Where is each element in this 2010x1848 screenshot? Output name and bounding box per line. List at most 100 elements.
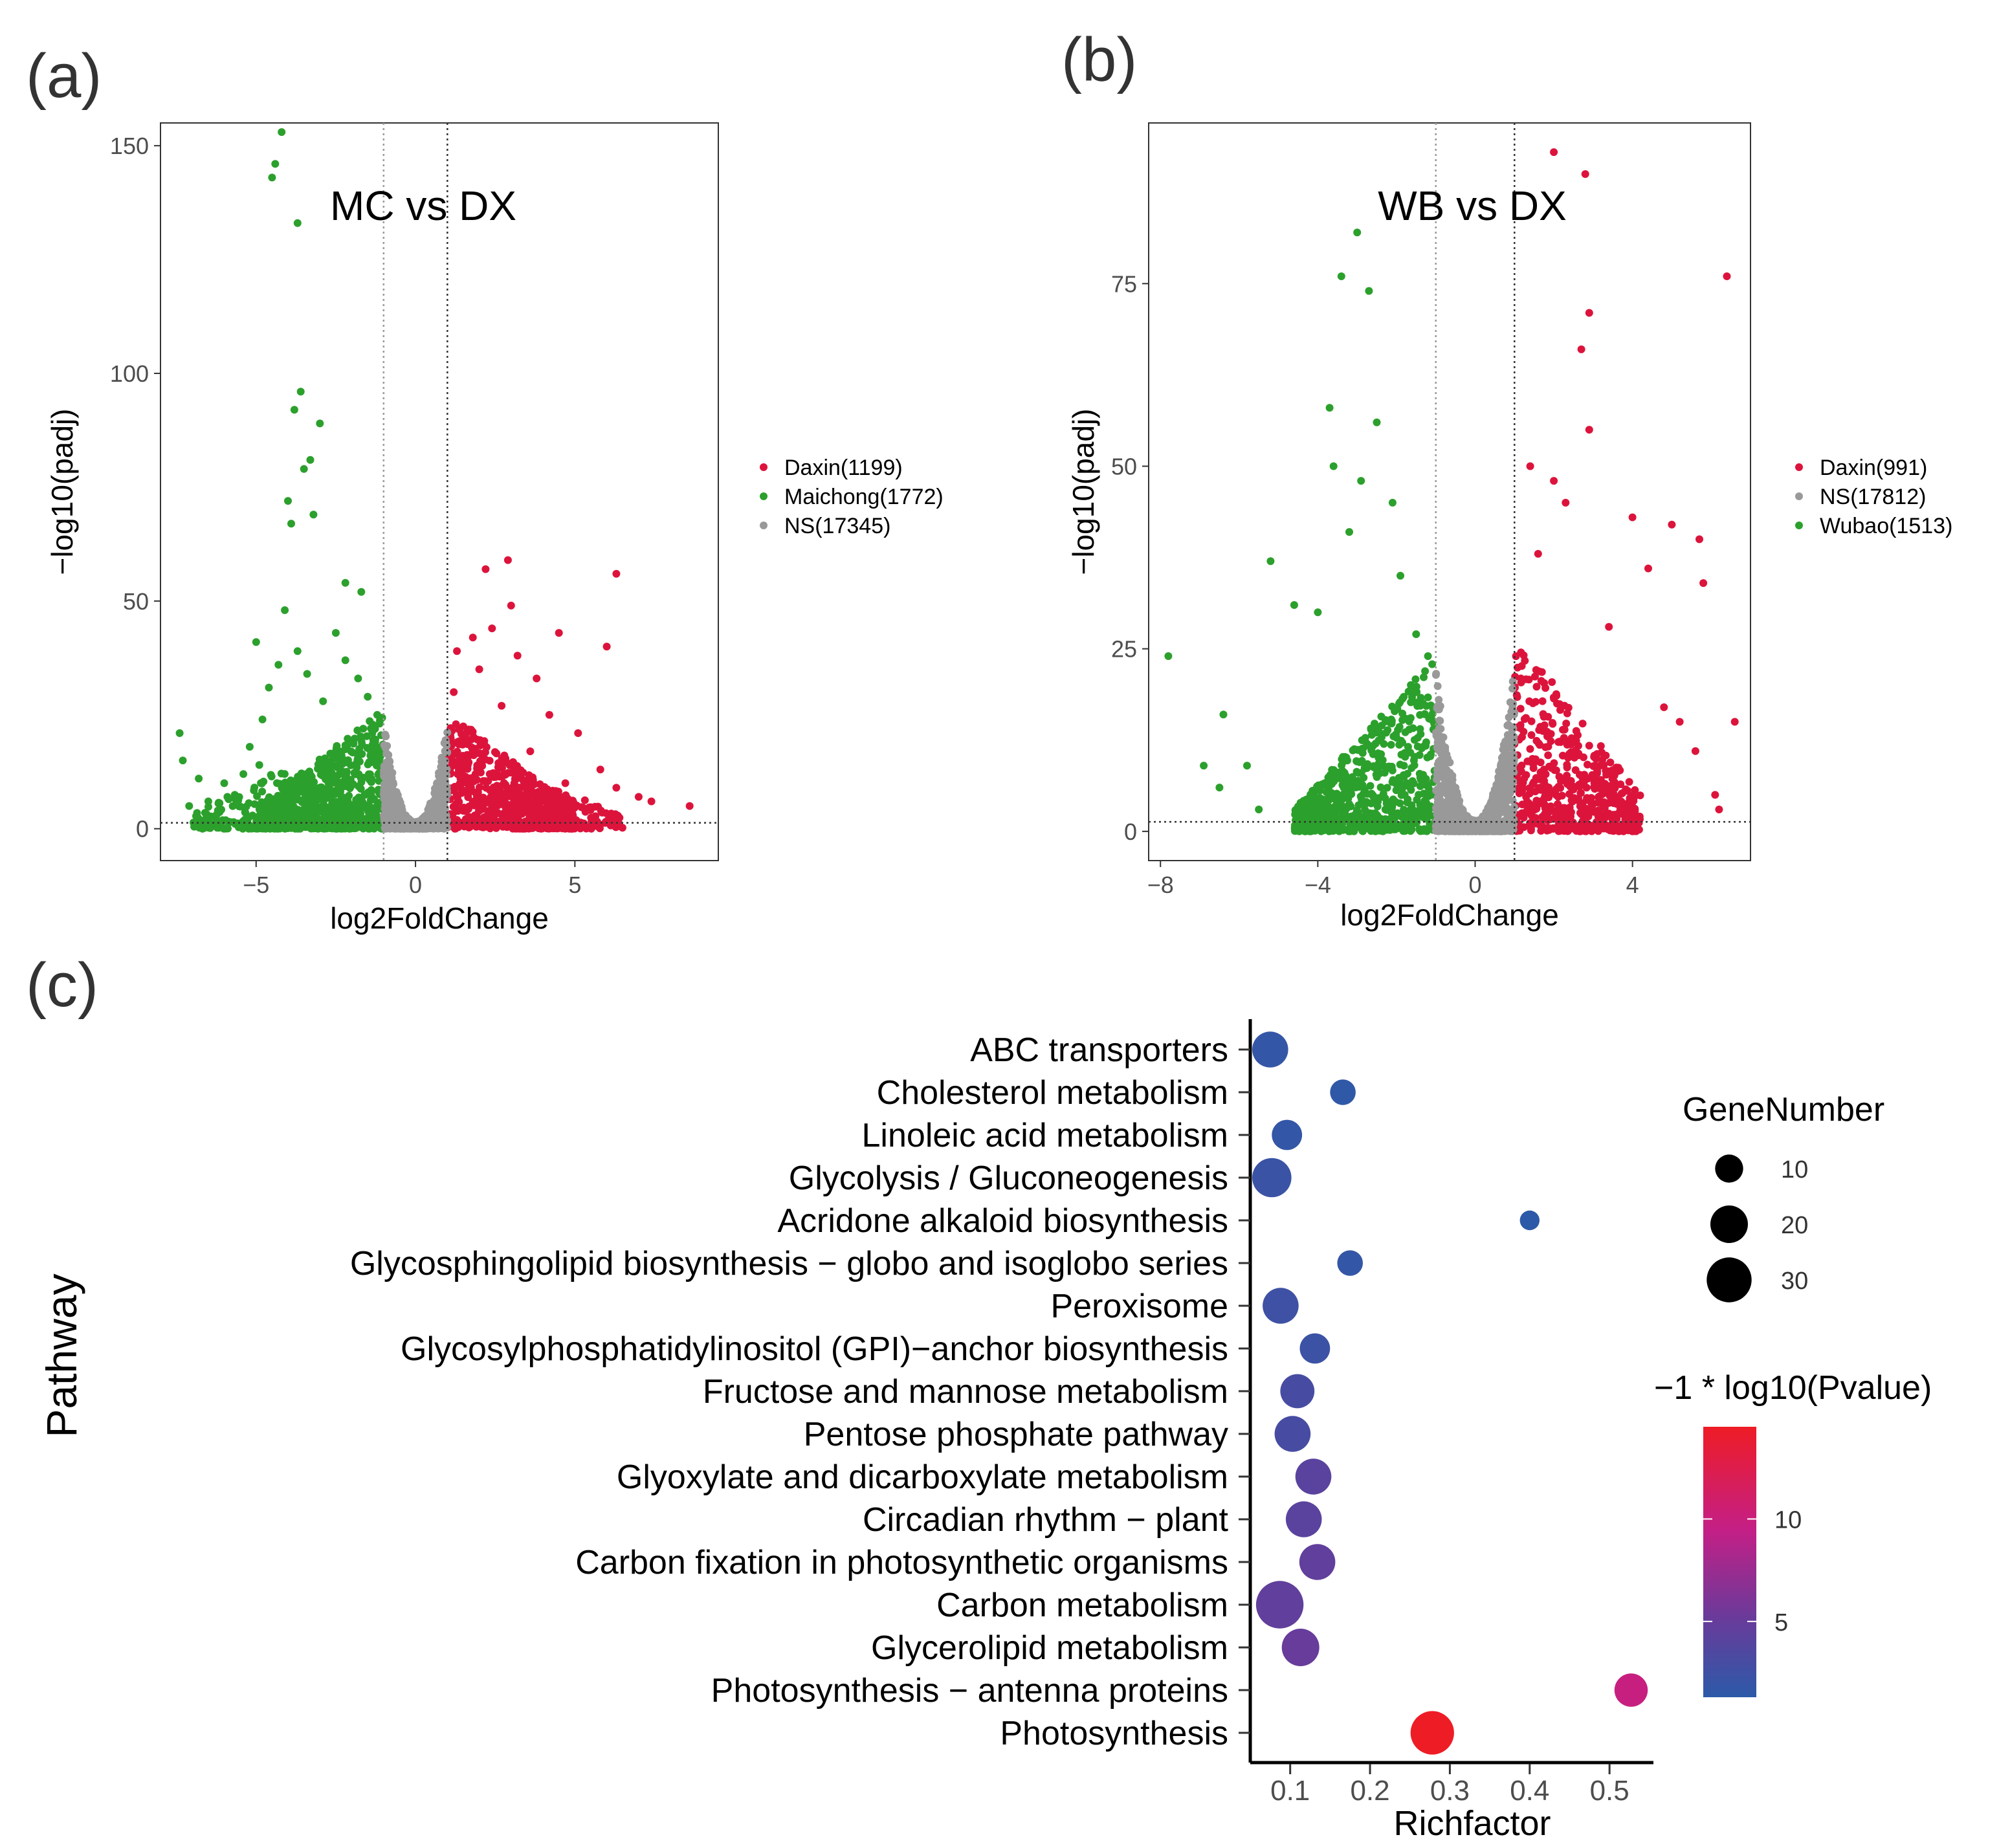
plot-b-point-624 bbox=[1294, 806, 1302, 814]
plot-a-point-729 bbox=[322, 785, 331, 793]
plot-b-point-647 bbox=[1353, 808, 1361, 817]
plot-b-point-2038 bbox=[1441, 815, 1450, 823]
plot-b-point-672 bbox=[1376, 769, 1384, 777]
plot-b-y-tick-label-1: 25 bbox=[1111, 636, 1137, 663]
plot-b-point-1148 bbox=[1594, 798, 1602, 807]
plot-a-y-tick-label-3: 150 bbox=[110, 133, 149, 159]
bubble-5 bbox=[1337, 1250, 1363, 1276]
plot-b-point-1174 bbox=[1552, 766, 1560, 775]
plot-b-point-1245 bbox=[1532, 736, 1541, 745]
pathway-label-7: Glycosylphosphatidylinositol (GPI)−ancho… bbox=[401, 1330, 1228, 1368]
legend-b-label-2: Wubao(1513) bbox=[1820, 514, 1952, 538]
plot-b-point-636 bbox=[1358, 756, 1366, 765]
bubble-7 bbox=[1299, 1333, 1331, 1364]
plot-b-point-1131 bbox=[1558, 822, 1567, 830]
plot-a-point-1458 bbox=[466, 774, 474, 782]
plot-b-point-2115 bbox=[1329, 462, 1338, 470]
plot-b-point-2112 bbox=[1365, 287, 1373, 295]
pathway-label-13: Carbon metabolism bbox=[936, 1587, 1228, 1624]
color-legend-title: −1 * log10(Pvalue) bbox=[1654, 1369, 1932, 1407]
plot-a-point-2368 bbox=[386, 806, 395, 815]
plot-b-point-357 bbox=[1376, 783, 1385, 791]
plot-a-point-2218 bbox=[437, 763, 445, 771]
plot-b-point-584 bbox=[1335, 774, 1343, 782]
plot-b-point-2118 bbox=[1345, 528, 1353, 536]
color-legend: −1 * log10(Pvalue) 510 bbox=[1654, 1369, 1932, 1697]
plot-a-point-701 bbox=[353, 764, 361, 771]
plot-a-point-2520 bbox=[385, 787, 393, 796]
plot-b-point-501 bbox=[1424, 781, 1432, 789]
plot-a-point-574 bbox=[321, 823, 329, 831]
plot-b-point-609 bbox=[1340, 790, 1348, 798]
plot-a-point-2564 bbox=[281, 606, 289, 614]
size-legend-key-2 bbox=[1706, 1257, 1752, 1303]
plot-b-point-2152 bbox=[1534, 549, 1542, 558]
plot-b-point-2142 bbox=[1699, 579, 1708, 588]
plot-a-point-1640 bbox=[566, 798, 574, 806]
plot-a-point-2570 bbox=[195, 775, 203, 783]
plot-a-point-1474 bbox=[493, 769, 502, 778]
plot-a-point-2604 bbox=[596, 765, 604, 774]
bubble-2 bbox=[1272, 1119, 1303, 1150]
plot-a-point-689 bbox=[313, 796, 322, 804]
bubble-y-axis-title: Pathway bbox=[38, 1273, 85, 1437]
plot-a-point-692 bbox=[300, 806, 308, 815]
plot-a-point-1642 bbox=[565, 824, 573, 833]
plot-b-point-1247 bbox=[1613, 766, 1622, 774]
plot-b-point-1176 bbox=[1525, 697, 1534, 705]
plot-a-point-734 bbox=[343, 808, 351, 817]
plot-a-point-706 bbox=[347, 824, 355, 833]
plot-b-point-1181 bbox=[1584, 760, 1591, 769]
plot-a-point-2603 bbox=[574, 729, 582, 737]
plot-a-point-623 bbox=[366, 751, 375, 760]
plot-a-y-tick-label-0: 0 bbox=[136, 816, 149, 842]
plot-b-point-1188 bbox=[1587, 800, 1596, 808]
plot-a-point-2452 bbox=[441, 757, 449, 765]
plot-a-point-2540 bbox=[426, 811, 435, 819]
plot-b-point-1130 bbox=[1558, 751, 1567, 760]
plot-b-point-819 bbox=[1596, 742, 1605, 750]
plot-b-point-1479 bbox=[1433, 682, 1442, 690]
pathway-label-6: Peroxisome bbox=[1050, 1288, 1228, 1325]
plot-b-point-1185 bbox=[1530, 801, 1539, 809]
plot-b-point-1057 bbox=[1592, 818, 1600, 826]
plot-a-point-2444 bbox=[383, 824, 392, 833]
plot-b-point-2119 bbox=[1388, 498, 1397, 507]
plot-a-point-1524 bbox=[512, 810, 520, 819]
pathway-label-5: Glycosphingolipid biosynthesis − globo a… bbox=[350, 1245, 1228, 1282]
size-legend-key-1 bbox=[1710, 1205, 1748, 1243]
plot-b-point-1846 bbox=[1432, 670, 1441, 678]
plot-b-point-2147 bbox=[1691, 747, 1699, 755]
plot-b-point-614 bbox=[1407, 681, 1415, 689]
plot-b-point-2126 bbox=[1290, 601, 1298, 609]
plot-a-point-1487 bbox=[519, 769, 527, 776]
plot-a-point-670 bbox=[338, 797, 346, 806]
plot-a-point-1534 bbox=[451, 824, 459, 833]
bubble-13 bbox=[1255, 1581, 1304, 1629]
plot-b-point-627 bbox=[1417, 827, 1425, 835]
plot-a-point-1621 bbox=[588, 823, 596, 831]
plot-a-point-2581 bbox=[341, 656, 349, 665]
plot-b-point-650 bbox=[1369, 750, 1377, 758]
plot-b-point-2113 bbox=[1325, 404, 1334, 412]
plot-b-point-1203 bbox=[1596, 762, 1604, 770]
plot-a-point-647 bbox=[321, 762, 329, 770]
plot-a-point-2562 bbox=[341, 578, 349, 587]
plot-b-point-2140 bbox=[1668, 520, 1676, 529]
plot-a-point-1530 bbox=[502, 789, 511, 798]
plot-b-point-631 bbox=[1380, 740, 1388, 748]
plot-a-point-1077 bbox=[536, 780, 544, 788]
plot-b-point-52 bbox=[1395, 723, 1404, 731]
plot-b-threshold-lines bbox=[1149, 123, 1750, 861]
plot-a-point-848 bbox=[225, 818, 233, 826]
plot-a-point-1503 bbox=[523, 801, 531, 809]
plot-b-point-556 bbox=[1374, 727, 1382, 735]
plot-b-point-1071 bbox=[1559, 810, 1567, 819]
plot-a-point-1649 bbox=[578, 820, 586, 829]
plot-a-point-2602 bbox=[545, 710, 553, 719]
plot-b-point-670 bbox=[1313, 799, 1321, 808]
plot-b-point-115 bbox=[1384, 726, 1392, 734]
plot-b-point-1210 bbox=[1628, 823, 1636, 831]
plot-a-point-2535 bbox=[380, 780, 388, 789]
bubble-12 bbox=[1299, 1544, 1336, 1580]
